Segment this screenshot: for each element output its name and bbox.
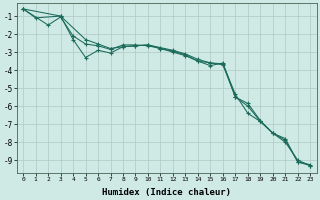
X-axis label: Humidex (Indice chaleur): Humidex (Indice chaleur) [102, 188, 231, 197]
